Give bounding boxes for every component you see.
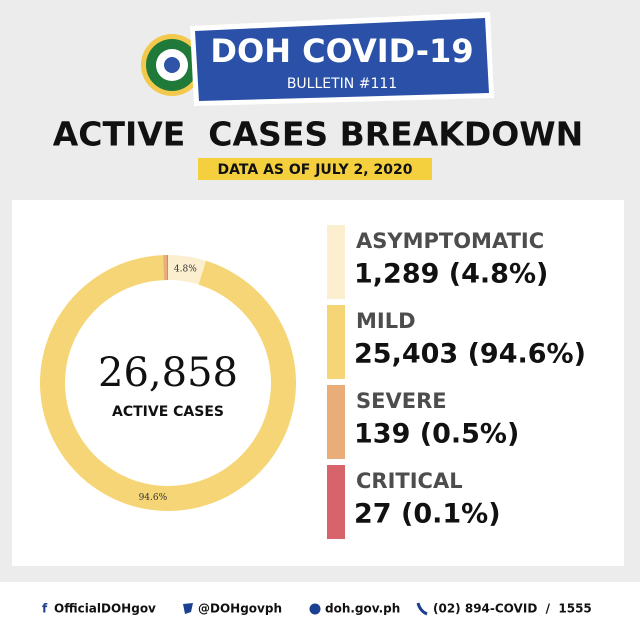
slice [168,255,207,285]
card [12,200,624,566]
total-label: ACTIVE CASES [112,404,224,420]
legend-swatch [327,305,345,379]
title-box [195,18,489,101]
phone-icon [416,602,428,616]
legend-swatch [327,225,345,299]
web-icon [309,603,321,615]
twitter: @DOHgovph [198,602,282,616]
facebook: OfficialDOHgov [54,602,156,616]
title: DOH COVID-19 [210,32,473,70]
seal-center [164,57,180,73]
website: doh.gov.ph [325,602,400,616]
slice [167,255,168,281]
legend-value: 25,403 (94.6%) [354,339,586,370]
date: DATA AS OF JULY 2, 2020 [218,162,413,178]
legend-value: 1,289 (4.8%) [354,259,548,290]
phone: (02) 894-COVID / 1555 [433,602,592,616]
legend-name: ASYMPTOMATIC [356,229,544,253]
legend-value: 139 (0.5%) [354,419,519,450]
twitter-icon [183,603,193,614]
total: 26,858 [98,350,238,396]
subtitle: BULLETIN #111 [287,76,397,92]
legend-name: SEVERE [356,389,447,413]
legend-name: CRITICAL [356,469,463,493]
facebook-icon: f [42,602,48,616]
slice-label: 94.6% [139,493,168,503]
slice [163,255,168,281]
date-band [198,158,432,180]
legend-swatch [327,385,345,459]
legend-name: MILD [356,309,416,333]
heading: ACTIVE CASES BREAKDOWN [53,115,584,154]
legend-value: 27 (0.1%) [354,499,501,530]
legend-swatch [327,465,345,539]
slice-label: 4.8% [174,264,197,274]
